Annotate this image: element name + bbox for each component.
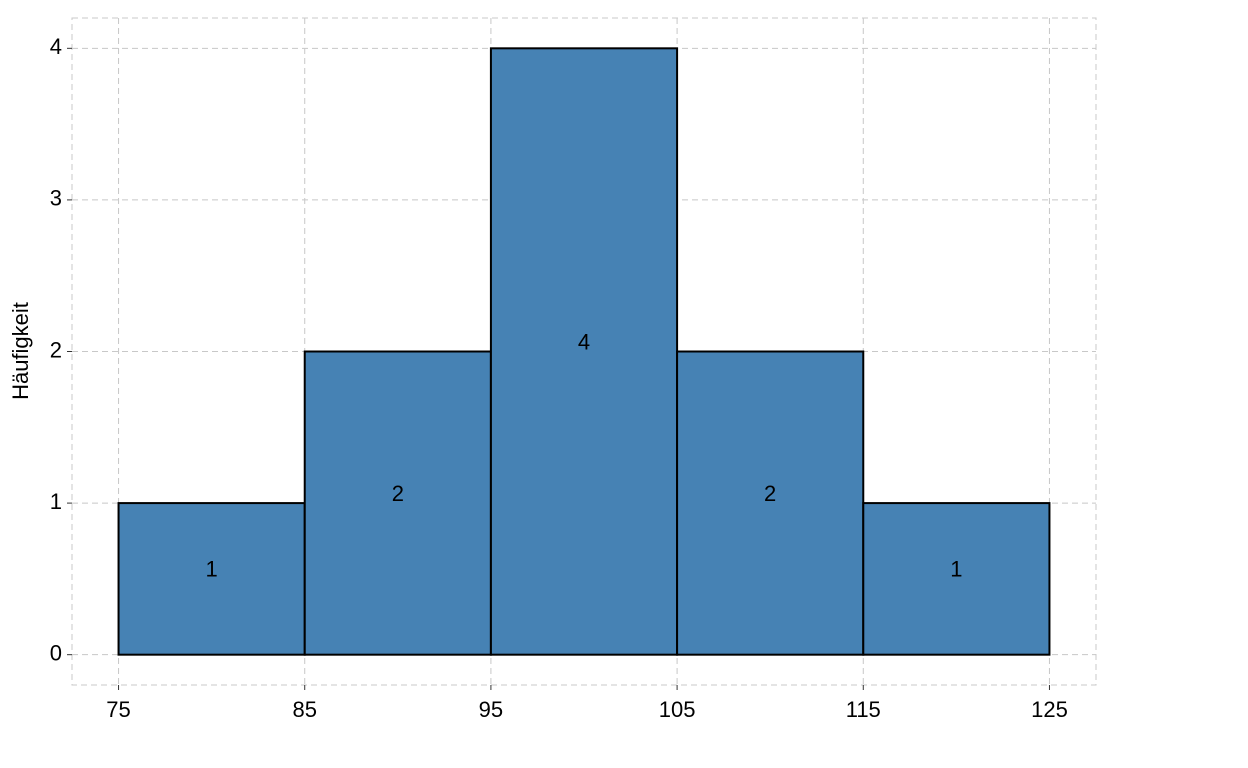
bar <box>489 47 679 656</box>
y-tick-label: 3 <box>50 186 62 211</box>
data-label: 4 <box>578 329 590 354</box>
x-tick-label: 125 <box>1031 697 1068 722</box>
y-axis-label: Häufigkeit <box>8 302 33 400</box>
panel-border <box>71 17 1097 686</box>
x-tick-label: 95 <box>479 697 503 722</box>
data-label: 1 <box>206 557 218 582</box>
y-tick-label: 1 <box>50 489 62 514</box>
y-tick-label: 2 <box>50 337 62 362</box>
x-tick-label: 85 <box>292 697 316 722</box>
x-tick-label: 115 <box>846 697 881 722</box>
bar <box>117 502 306 656</box>
bar <box>862 502 1051 656</box>
y-tick-label: 0 <box>50 640 62 665</box>
x-tick-label: 75 <box>106 697 130 722</box>
bar <box>676 350 865 656</box>
x-tick-label: 105 <box>659 697 696 722</box>
data-label: 2 <box>392 481 404 506</box>
data-label: 1 <box>950 557 962 582</box>
y-tick-label: 4 <box>50 34 62 59</box>
data-label: 2 <box>764 481 776 506</box>
